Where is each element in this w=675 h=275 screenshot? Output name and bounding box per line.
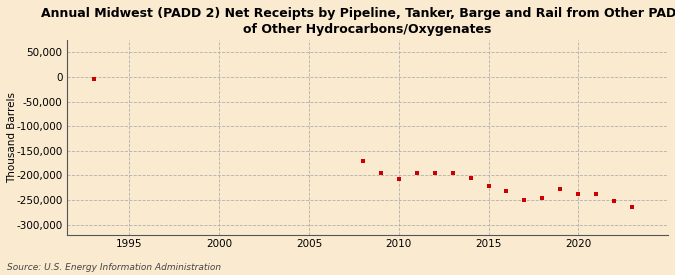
Point [591,191,601,196]
Point [627,204,638,209]
Point [537,196,548,200]
Title: Annual Midwest (PADD 2) Net Receipts by Pipeline, Tanker, Barge and Rail from Ot: Annual Midwest (PADD 2) Net Receipts by … [41,7,675,36]
Point [429,171,440,175]
Point [88,77,99,81]
Point [465,176,476,180]
Point [609,199,620,203]
Point [411,171,422,175]
Point [573,191,584,196]
Text: Source: U.S. Energy Information Administration: Source: U.S. Energy Information Administ… [7,263,221,272]
Point [519,198,530,202]
Point [448,171,458,175]
Y-axis label: Thousand Barrels: Thousand Barrels [7,92,17,183]
Point [394,177,404,181]
Point [483,184,494,189]
Point [555,187,566,191]
Point [358,158,369,163]
Point [375,171,386,175]
Point [501,189,512,193]
